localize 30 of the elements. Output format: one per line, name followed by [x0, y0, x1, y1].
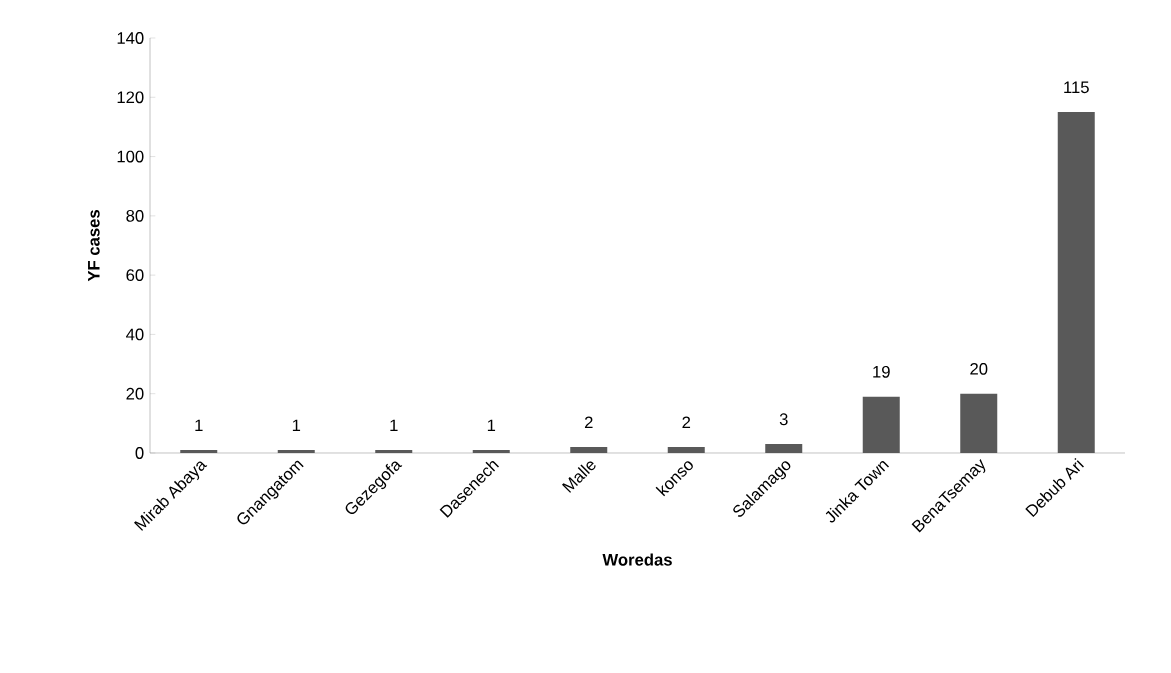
bar — [472, 450, 510, 453]
y-tick-label: 20 — [126, 387, 144, 400]
bar — [375, 450, 413, 453]
y-tick-label: 140 — [117, 32, 144, 44]
bar — [570, 447, 608, 453]
bar — [1057, 112, 1095, 453]
data-label: 1 — [487, 419, 496, 432]
y-tick-label: 40 — [126, 328, 144, 341]
data-label: 20 — [970, 362, 988, 375]
data-label: 2 — [584, 416, 593, 429]
bar — [862, 396, 900, 453]
data-label: 1 — [195, 419, 203, 432]
data-label: 3 — [779, 413, 788, 426]
y-tick-label: 120 — [117, 91, 144, 104]
data-label: 19 — [873, 365, 890, 378]
y-tick-label: 60 — [126, 269, 144, 282]
y-tick-label: 80 — [126, 209, 144, 222]
bar — [180, 450, 218, 453]
data-label: 115 — [1064, 81, 1089, 94]
bar — [277, 450, 315, 453]
x-axis-title: Woredas — [602, 553, 672, 566]
y-axis-title: YF cases — [88, 210, 100, 282]
data-label: 2 — [682, 416, 691, 429]
data-label: 1 — [292, 419, 301, 432]
y-tick-label: 100 — [117, 150, 144, 163]
bar — [960, 393, 998, 453]
bar — [667, 447, 705, 453]
bar — [765, 444, 803, 453]
y-tick-label: 0 — [135, 447, 144, 459]
data-label: 1 — [390, 419, 398, 432]
